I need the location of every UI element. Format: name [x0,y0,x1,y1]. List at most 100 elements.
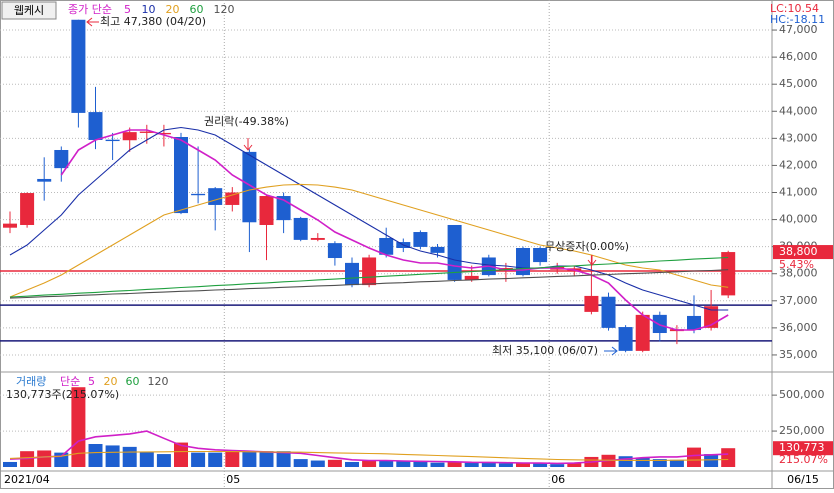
volume-bar [430,462,445,467]
volume-bar [687,447,701,467]
volume-bar [242,451,257,467]
y-tick-label: 41,000 [779,185,818,198]
annotation: 최고 47,380 (04/20) [100,15,206,28]
volume-bar [174,442,188,467]
volume-bar [105,445,120,467]
volume-bar [293,459,308,467]
legend-entry: 5 [88,375,95,388]
ma-line [60,129,729,331]
candle-body [20,193,35,225]
y-tick-label: 37,000 [779,294,818,307]
legend-entry: 120 [214,3,235,16]
volume-marker [773,441,833,456]
volume-bar [362,460,377,467]
candle-body [516,248,530,276]
legend-entry: 10 [142,3,156,16]
y-tick-label: 46,000 [779,50,818,63]
volume-bar [498,463,513,467]
candle-body [71,19,86,113]
price-change: 5.43% [779,258,814,271]
annotation: 무상증자(0.00%) [545,240,629,253]
candle-body [721,252,736,296]
x-end-label: 06/15 [787,473,819,486]
x-tick-label: 05 [226,473,240,486]
candle-body [310,237,325,240]
candle-body [533,248,548,263]
price-marker [773,245,833,260]
price-marker-label: 38,800 [779,245,818,258]
arrow [604,346,618,356]
candle-body [345,262,359,286]
candle-body [208,188,223,205]
candle-body [584,295,599,312]
x-tick-label: 2021/04 [4,473,50,486]
volume-bar [550,464,565,467]
candle-body [37,178,52,182]
volume-bar [259,451,274,467]
candle-body [379,237,394,255]
volume-bar [481,462,496,467]
candle-body [635,314,650,351]
button[interactable] [1,1,57,20]
annotation: 최저 35,100 (06/07) [492,344,598,357]
volume-bar [567,462,582,467]
candle-body [413,232,428,247]
volume-bar [464,462,479,467]
volume-bar [156,454,171,467]
volume-bar [447,461,462,467]
volume-info: 130,773주(215.07%) [6,388,119,401]
candle-body [652,314,667,334]
volume-title: 거래량 [16,375,46,388]
y-tick-label: 36,000 [779,321,818,334]
candle-body [54,149,69,169]
volume-bar [225,450,240,467]
y-tick-label: 250,000 [779,424,825,437]
candle-body [601,296,616,328]
volume-bar [54,452,69,467]
y-tick-label: 44,000 [779,104,818,117]
y-tick-label: 42,000 [779,158,818,171]
candle-body [3,223,17,228]
volume-bar [276,451,291,467]
arrow [86,17,99,27]
candle-body [105,139,120,142]
annotation: 권리락(-49.38%) [204,115,289,128]
volume-bar [635,457,650,467]
candle-body [464,275,479,280]
legend-label: 단순 [60,375,80,388]
y-tick-label: 35,000 [779,348,818,361]
candle-body [430,246,445,253]
candle-body [225,192,240,205]
ma-line [9,256,729,298]
legend-entry: 60 [126,375,140,388]
candle-body [259,196,274,225]
volume-bar [652,459,667,467]
button-label[interactable]: 웹케시 [14,4,44,17]
candle-body [293,217,308,240]
volume-bar [88,444,103,467]
candle-body [139,131,154,133]
ma-line [9,269,729,299]
legend-label: 종가 단순 [68,3,112,16]
candle-body [618,327,633,351]
volume-bar [379,460,394,467]
candle-body [242,151,257,223]
candle-body [327,243,342,259]
y-tick-label: 47,000 [779,23,818,36]
candle-body [88,112,103,140]
candle-body [122,132,137,141]
ma-line [9,183,729,298]
y-tick-label: 40,000 [779,213,818,226]
candle-body [687,315,701,331]
y-tick-label: 500,000 [779,388,825,401]
arrow [243,138,253,151]
volume-bar [516,462,530,467]
volume-ratio: 215.07% [779,453,828,466]
lc-label: LC:10.54 [770,2,819,15]
volume-bar [37,450,52,467]
volume-bar [310,460,325,467]
volume-bar [327,459,342,467]
volume-bar [413,461,428,467]
